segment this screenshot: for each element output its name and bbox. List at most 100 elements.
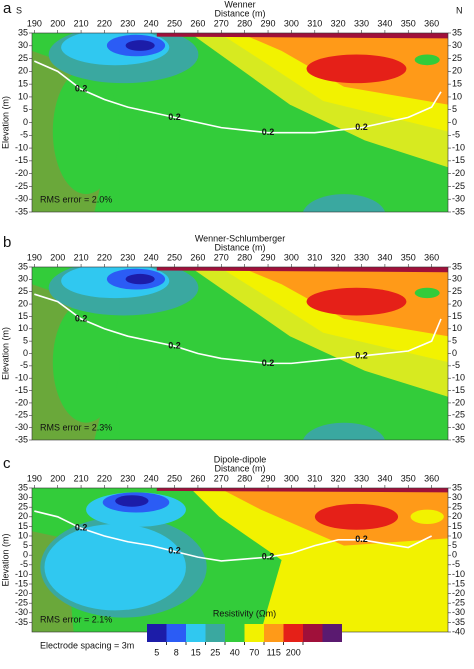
isoline-label: 0.2 [262,127,275,137]
x-tick-label: 300 [284,473,299,483]
panel-label: b [3,234,11,251]
x-tick-label: 340 [377,473,392,483]
rms-annotation: RMS error = 2.1% [40,614,112,624]
y-tick-label: -35 [15,206,28,216]
isoline-label: 0.2 [262,551,275,561]
colorbar-swatch [244,624,264,642]
x-tick-label: 240 [144,252,159,262]
x-tick-label: 280 [237,252,252,262]
y-axis-title: Elevation (m) [0,327,10,380]
x-tick-label: 340 [377,18,392,28]
y-tick-label: 20 [18,298,28,308]
isoline-label: 0.2 [168,112,181,122]
y-tick-label: 10 [18,323,28,333]
y-tick-label: -5 [20,360,28,370]
x-tick-label: 290 [261,473,276,483]
y2-tick-label: 20 [452,66,462,76]
isoline-label: 0.2 [168,340,181,350]
y2-tick-label: 15 [452,311,462,321]
x-tick-label: 290 [261,252,276,262]
y-tick-label: 25 [18,502,28,512]
x-tick-label: 240 [144,473,159,483]
x-tick-label: 220 [97,473,112,483]
field-region [115,495,149,507]
y2-tick-label: -30 [452,607,465,617]
y2-tick-label: -20 [452,168,465,178]
field-region [410,509,444,524]
isoline [34,60,442,134]
y-tick-label: -20 [15,168,28,178]
field-region [52,301,120,423]
y2-tick-label: 5 [452,540,457,550]
y-tick-label: 15 [18,79,28,89]
y-tick-label: 5 [23,540,28,550]
x-tick-label: 350 [401,18,416,28]
y2-tick-label: 5 [452,336,457,346]
y-tick-label: 25 [18,53,28,63]
y-tick-label: -15 [15,155,28,165]
colorbar-tick-label: 5 [154,647,159,657]
y2-tick-label: 5 [452,104,457,114]
x-tick-label: 360 [424,252,439,262]
x-tick-label: 220 [97,252,112,262]
y2-tick-label: 0 [452,348,457,358]
y2-tick-label: -30 [452,194,465,204]
x-tick-label: 220 [97,18,112,28]
y-tick-label: 0 [23,550,28,560]
x-tick-label: 290 [261,18,276,28]
y-tick-label: -20 [15,588,28,598]
field-region [125,273,155,285]
x-tick-label: 330 [354,252,369,262]
y-tick-label: 35 [18,261,28,271]
x-tick-label: 310 [307,473,322,483]
x-tick-label: 300 [284,18,299,28]
field-region [125,40,155,51]
x-tick-label: 310 [307,252,322,262]
x-tick-label: 210 [74,473,89,483]
isoline-label: 0.2 [168,546,181,556]
rms-annotation: RMS error = 2.0% [40,194,112,204]
y-tick-label: -30 [15,422,28,432]
y-tick-label: 30 [18,492,28,502]
isoline-label: 0.2 [355,350,368,360]
x-tick-label: 320 [331,18,346,28]
colorbar-tick-label: 8 [174,647,179,657]
panel-title: Wenner-Schlumberger [195,233,285,243]
colorbar-swatch [205,624,225,642]
colorbar-tick-label: 25 [210,647,220,657]
x-tick-label: 350 [401,252,416,262]
y-tick-label: -10 [15,142,28,152]
y-tick-label: -35 [15,434,28,444]
field-region [156,33,448,39]
x-tick-label: 210 [74,18,89,28]
y2-tick-label: 30 [452,492,462,502]
y2-tick-label: -10 [452,569,465,579]
panel-label: a [3,0,12,17]
x-tick-label: 270 [214,473,229,483]
isoline-label: 0.2 [75,523,88,533]
x-tick-label: 280 [237,18,252,28]
x-axis-title: Distance (m) [214,8,265,18]
y-tick-label: -25 [15,410,28,420]
field-region [306,54,407,84]
y2-tick-label: 15 [452,521,462,531]
contour-field [32,267,448,440]
x-tick-label: 330 [354,473,369,483]
y-tick-label: -20 [15,397,28,407]
y-tick-label: 0 [23,117,28,127]
y2-tick-label: -30 [452,422,465,432]
x-tick-label: 270 [214,18,229,28]
x-tick-label: 280 [237,473,252,483]
y-tick-label: 10 [18,530,28,540]
panel-title: Wenner [224,0,255,9]
y2-tick-label: -25 [452,410,465,420]
rms-annotation: RMS error = 2.3% [40,422,112,432]
y2-tick-label: 10 [452,323,462,333]
y2-tick-label: -25 [452,598,465,608]
y2-tick-label: -10 [452,142,465,152]
x-tick-label: 260 [190,252,205,262]
x-tick-label: 320 [331,252,346,262]
field-region [302,422,386,440]
y-tick-label: 30 [18,40,28,50]
y2-tick-label: -25 [452,181,465,191]
